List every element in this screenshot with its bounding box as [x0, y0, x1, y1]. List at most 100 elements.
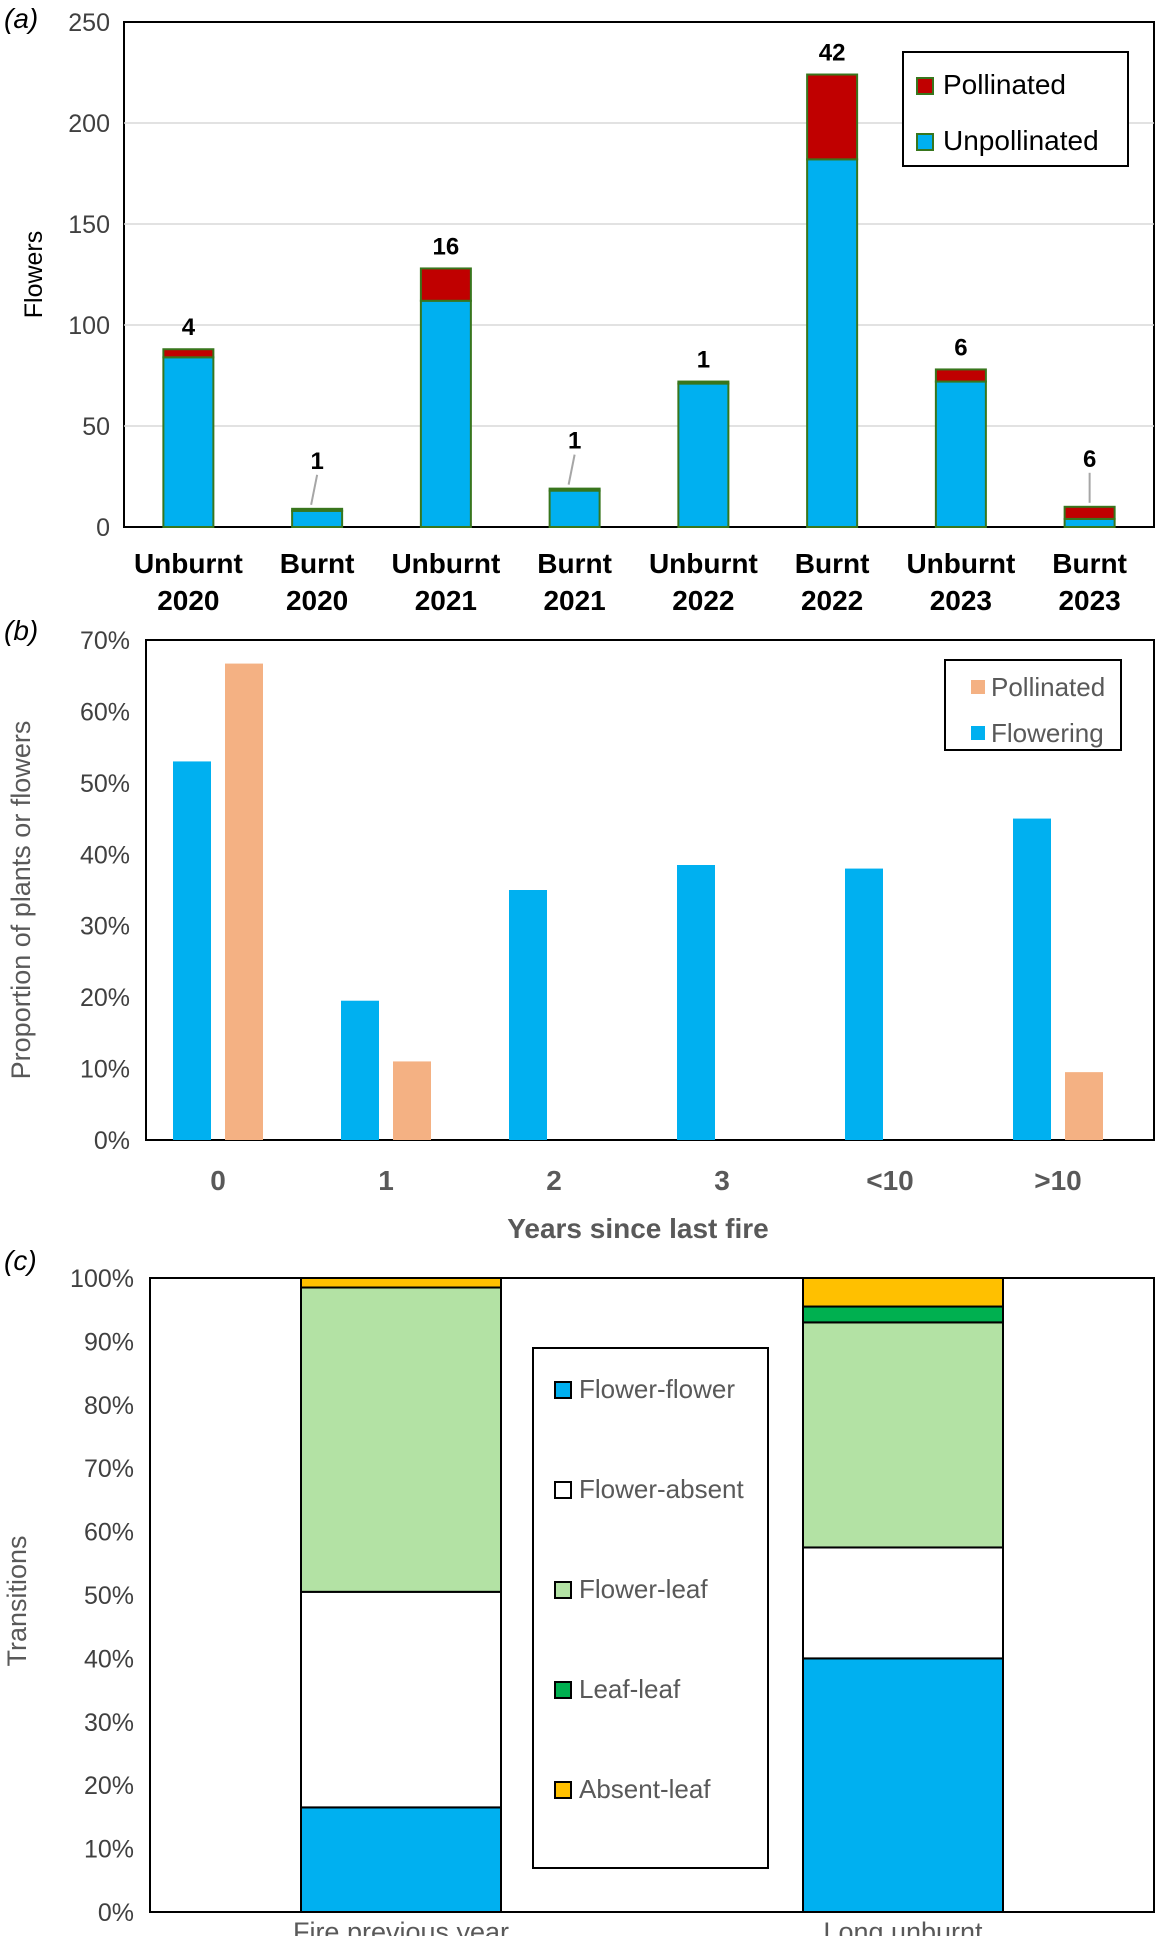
- x-tick-label-a-5-line2: 2022: [801, 585, 863, 616]
- x-tick-label-a-1-line1: Burnt: [280, 548, 355, 579]
- bar-c-0-flower-leaf: [300, 1286, 502, 1593]
- bar-unpollinated-4: [677, 382, 730, 528]
- bar-unpollinated-6: [934, 380, 987, 528]
- legend-c-label-4: Absent-leaf: [579, 1774, 711, 1804]
- y-tick-label-b-1: 10%: [80, 1056, 130, 1084]
- bar-c-1-leaf-leaf: [802, 1305, 1004, 1324]
- legend-a-swatch-0: [916, 77, 934, 95]
- y-tick-label-a-0: 0: [96, 514, 110, 542]
- panel-label-a: (a): [4, 3, 38, 34]
- x-tick-label-a-4-line2: 2022: [672, 585, 734, 616]
- data-label-3: 1: [568, 428, 581, 455]
- bar-c-1-flower-leaf: [802, 1321, 1004, 1549]
- bar-c-0-flower-absent: [300, 1590, 502, 1809]
- y-axis-label-c: Transitions: [2, 1535, 32, 1666]
- legend-c-swatch-2: [554, 1581, 572, 1599]
- bar-flowering-2: [509, 890, 547, 1140]
- y-tick-label-a-4: 200: [68, 110, 110, 138]
- bar-pollinated-b-5: [1065, 1072, 1103, 1140]
- legend-c-label-1: Flower-absent: [579, 1474, 745, 1504]
- bar-pollinated-1: [291, 507, 344, 512]
- legend-c-swatch-1: [554, 1481, 572, 1499]
- x-tick-label-a-2-line1: Unburnt: [391, 548, 500, 579]
- bar-pollinated-0: [162, 348, 215, 359]
- x-tick-label-a-5-line1: Burnt: [795, 548, 870, 579]
- data-label-2: 16: [433, 233, 460, 260]
- bar-flowering-3: [677, 865, 715, 1140]
- y-tick-label-b-6: 60%: [80, 698, 130, 726]
- plot-frame-b: [145, 639, 1155, 1141]
- x-tick-label-b-0: 0: [210, 1165, 226, 1196]
- x-tick-label-a-6-line2: 2023: [930, 585, 992, 616]
- bar-unpollinated-3: [548, 489, 601, 529]
- y-tick-label-c-2: 20%: [84, 1772, 134, 1800]
- x-tick-label-b-2: 2: [546, 1165, 562, 1196]
- chart-c: 0% 10% 20% 30% 40% 50% 60% 70% 80% 90% 100% Transit…: [2, 1245, 1155, 1936]
- y-tick-label-c-4: 40%: [84, 1645, 134, 1673]
- x-tick-label-a-0-line2: 2020: [157, 585, 219, 616]
- bar-unpollinated-2: [419, 299, 472, 529]
- data-label-6: 6: [954, 334, 967, 361]
- y-tick-label-a-3: 150: [68, 211, 110, 239]
- y-tick-label-b-7: 70%: [80, 627, 130, 655]
- y-tick-label-c-5: 50%: [84, 1582, 134, 1610]
- panel-label-c: (c): [4, 1245, 37, 1276]
- bar-c-0-absent-leaf: [300, 1277, 502, 1289]
- x-tick-label-b-5: >10: [1034, 1165, 1082, 1196]
- bar-flowering-1: [341, 1000, 379, 1140]
- chart-a: 0 50 100 150 200 250 Flowers (a) 4 Unburnt 2020 1 Bu…: [4, 3, 1155, 616]
- y-tick-label-c-9: 90%: [84, 1328, 134, 1356]
- legend-c-label-3: Leaf-leaf: [579, 1674, 681, 1704]
- legend-a-label-0: Pollinated: [943, 69, 1066, 100]
- y-tick-label-c-1: 10%: [84, 1836, 134, 1864]
- x-tick-label-a-6-line1: Unburnt: [906, 548, 1015, 579]
- bar-c-0-flower-flower: [300, 1806, 502, 1914]
- bar-unpollinated-0: [162, 356, 215, 528]
- legend-c-label-2: Flower-leaf: [579, 1574, 708, 1604]
- legend-a-swatch-1: [916, 133, 934, 151]
- bar-pollinated-5: [806, 73, 859, 161]
- data-label-0: 4: [182, 314, 196, 341]
- legend-b-swatch-1: [971, 726, 985, 740]
- bar-pollinated-6: [934, 368, 987, 383]
- y-tick-label-c-6: 60%: [84, 1519, 134, 1547]
- x-tick-label-c-1: Long unburnt: [823, 1917, 983, 1936]
- bar-unpollinated-1: [291, 509, 344, 528]
- bar-pollinated-b-0: [225, 663, 263, 1140]
- legend-c-label-0: Flower-flower: [579, 1374, 735, 1404]
- y-tick-label-b-2: 20%: [80, 984, 130, 1012]
- y-tick-label-a-5: 250: [68, 9, 110, 37]
- y-axis-label-a: Flowers: [20, 231, 48, 319]
- bar-unpollinated-5: [806, 158, 859, 529]
- legend-c-swatch-3: [554, 1681, 572, 1699]
- x-tick-label-a-3-line2: 2021: [543, 585, 605, 616]
- y-tick-label-c-0: 0%: [98, 1899, 134, 1927]
- bar-unpollinated-7: [1063, 517, 1116, 528]
- y-tick-label-b-0: 0%: [94, 1127, 130, 1155]
- data-label-4: 1: [697, 347, 710, 374]
- data-label-7: 6: [1083, 446, 1096, 473]
- x-tick-label-a-2-line2: 2021: [415, 585, 477, 616]
- x-tick-label-b-4: <10: [866, 1165, 914, 1196]
- legend-b-label-1: Flowering: [991, 718, 1104, 748]
- plot-frame-a: [123, 21, 1155, 528]
- x-tick-label-b-3: 3: [714, 1165, 730, 1196]
- data-label-5: 42: [819, 40, 846, 67]
- bar-pollinated-7: [1063, 505, 1116, 520]
- y-tick-label-c-3: 30%: [84, 1709, 134, 1737]
- y-tick-label-b-4: 40%: [80, 841, 130, 869]
- legend-c-swatch-4: [554, 1781, 572, 1799]
- x-axis-label-b: Years since last fire: [507, 1213, 769, 1244]
- x-tick-label-a-4-line1: Unburnt: [649, 548, 758, 579]
- y-tick-label-c-10: 100%: [70, 1265, 134, 1293]
- bar-pollinated-3: [548, 487, 601, 492]
- y-tick-label-c-8: 80%: [84, 1392, 134, 1420]
- bar-c-1-absent-leaf: [802, 1277, 1004, 1308]
- x-tick-label-b-1: 1: [378, 1165, 394, 1196]
- bar-pollinated-b-1: [393, 1061, 431, 1140]
- data-label-1: 1: [310, 448, 323, 475]
- legend-b-swatch-0: [971, 680, 985, 694]
- bar-flowering-4: [845, 868, 883, 1140]
- bar-pollinated-4: [677, 380, 730, 385]
- x-tick-label-a-7-line2: 2023: [1058, 585, 1120, 616]
